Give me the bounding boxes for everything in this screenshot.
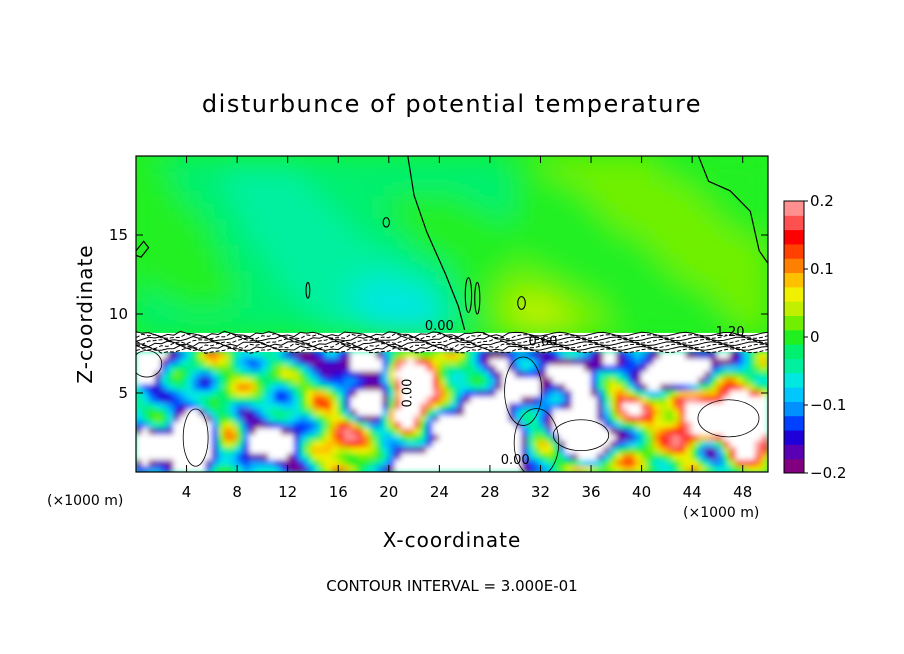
colorbar-swatch (784, 286, 804, 302)
eddy-contour (552, 419, 610, 452)
contour-label: 1.20 (716, 325, 745, 340)
inversion-contour (136, 330, 768, 338)
x-axis-ticks: 4 8 12 16 20 24 28 32 36 40 44 48 (182, 156, 752, 501)
colorbar-swatch (784, 329, 804, 345)
x-tick-label: 48 (733, 483, 752, 501)
y-axis-ticks: 5 10 15 (109, 226, 768, 402)
inversion-band (136, 330, 768, 354)
colorbar-tick-label: −0.1 (810, 396, 846, 414)
y-tick-label: 10 (109, 305, 128, 323)
closed-contour (474, 281, 481, 315)
colorbar-swatch (784, 301, 804, 317)
eddy-contour (504, 356, 543, 426)
colorbar-swatch (784, 430, 804, 445)
contour-lines (136, 156, 768, 472)
plot-area (136, 156, 768, 472)
chart-title: disturbunce of potential temperature (202, 90, 702, 118)
contour-label: 0.00 (401, 379, 416, 408)
contour-interval-note: CONTOUR INTERVAL = 3.000E-01 (326, 577, 577, 595)
closed-contour (517, 296, 526, 310)
x-tick-label: 4 (182, 483, 192, 501)
colorbar-tick-label: 0.1 (810, 260, 834, 278)
eddy-contour (136, 350, 163, 378)
x-tick-label: 8 (232, 483, 242, 501)
colorbar-swatch (784, 272, 804, 288)
zero-contour-upper-right (697, 156, 768, 264)
x-tick-label: 28 (480, 483, 499, 501)
inversion-contour (136, 342, 768, 350)
x-axis-unit-left: (×1000 m) (47, 493, 123, 509)
eddy-contour (697, 399, 760, 438)
inversion-contour (136, 340, 768, 348)
x-tick-label: 40 (632, 483, 651, 501)
colorbar-tick-label: −0.2 (810, 464, 846, 482)
inversion-contour (136, 335, 768, 342)
colorbar-tick-label: 0 (810, 328, 820, 346)
x-tick-label: 32 (531, 483, 550, 501)
contour-labels: 0.00 0.60 1.20 0.00 0.00 (401, 319, 745, 468)
y-axis-label: Z-coordinate (73, 244, 97, 383)
closed-contour (464, 277, 473, 313)
contour-label: 0.00 (425, 319, 454, 334)
colorbar-swatch (784, 372, 804, 388)
eddy-contour (182, 408, 209, 467)
lower-layer-field (136, 351, 768, 472)
colorbar-swatch (784, 258, 804, 274)
x-axis-label: X-coordinate (383, 528, 522, 552)
x-tick-label: 36 (581, 483, 600, 501)
y-tick-label: 5 (118, 384, 128, 402)
colorbar (783, 200, 805, 474)
colorbar-swatch (784, 315, 804, 331)
colorbar-swatch (784, 415, 804, 431)
y-tick-label: 15 (109, 226, 128, 244)
x-tick-label: 12 (278, 483, 297, 501)
inversion-contour (136, 332, 768, 340)
zero-contour-left (136, 240, 150, 258)
zero-contour-upper (407, 156, 466, 330)
colorbar-swatch (784, 358, 804, 374)
inversion-contour (136, 347, 768, 354)
colorbar-swatch (784, 387, 804, 402)
x-tick-label: 20 (379, 483, 398, 501)
colorbar-swatch (784, 215, 804, 231)
colorbar-swatch (784, 243, 804, 259)
x-tick-label: 44 (683, 483, 702, 501)
colorbar-swatch (784, 444, 804, 460)
colorbar-swatch (784, 401, 804, 417)
colorbar-swatch (784, 201, 804, 216)
x-tick-label: 16 (329, 483, 348, 501)
colorbar-swatch (784, 458, 804, 474)
closed-contour (305, 281, 311, 299)
colorbar-swatch (784, 344, 804, 359)
inversion-contour (136, 344, 768, 352)
contour-label: 0.60 (529, 335, 558, 350)
contour-label: 0.00 (501, 453, 530, 468)
x-axis-unit-right: (×1000 m) (683, 505, 759, 521)
colorbar-ticks: 0.2 0.1 0 −0.1 −0.2 (804, 192, 846, 482)
x-tick-label: 24 (430, 483, 449, 501)
eddy-contour (513, 408, 560, 472)
colorbar-tick-label: 0.2 (810, 192, 834, 210)
closed-contour (382, 217, 390, 228)
upper-layer-field (136, 156, 768, 334)
colorbar-swatch (784, 229, 804, 245)
